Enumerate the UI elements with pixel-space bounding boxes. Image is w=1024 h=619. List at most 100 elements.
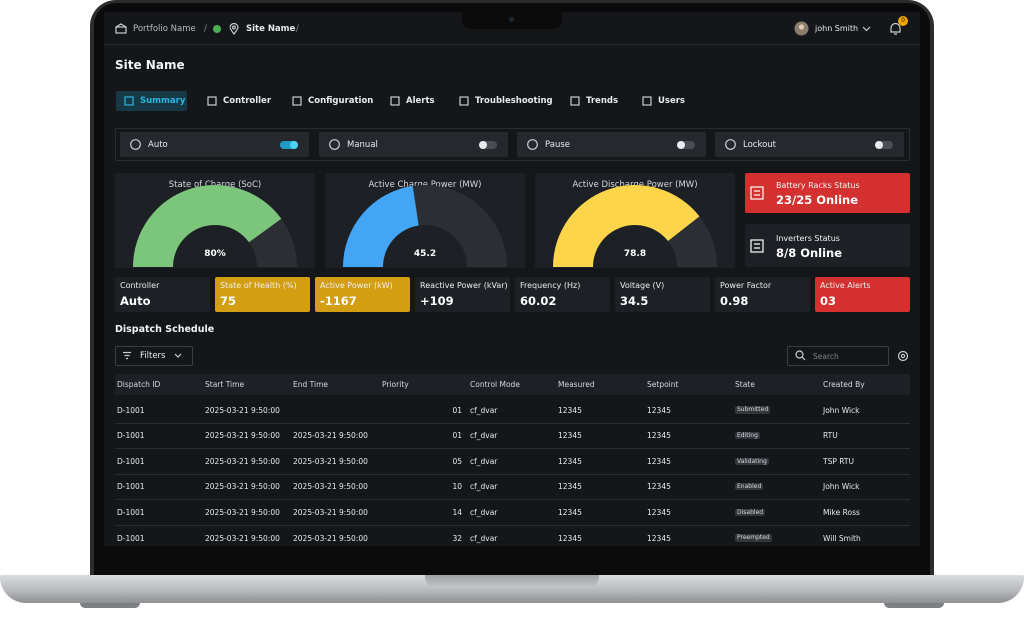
- tab[interactable]: Configuration: [308, 95, 374, 106]
- gauge-title: Active Discharge Power (MW): [572, 179, 698, 190]
- table-cell: 2025-03-21 9:50:00: [205, 533, 280, 543]
- tab-icon-part: [459, 96, 469, 106]
- row-divider: [115, 524, 910, 526]
- tab[interactable]: Trends: [586, 95, 619, 106]
- toggle-knob: [875, 141, 883, 149]
- table-cell: 12345: [647, 456, 671, 466]
- tab-icon-part: [124, 96, 134, 106]
- column-header: State: [735, 379, 755, 389]
- table-cell: 01: [452, 431, 462, 441]
- gauge-value-arc: [133, 184, 282, 267]
- tab-icon-part: [292, 96, 302, 106]
- kpi-label: Active Power (kW): [320, 281, 393, 291]
- gauge: [133, 184, 297, 267]
- status-card: [745, 224, 910, 267]
- mode-cell: [715, 132, 904, 157]
- row-divider: [115, 473, 910, 475]
- status-icon-part: [750, 186, 764, 200]
- table-cell: 2025-03-21 9:50:00: [293, 482, 368, 492]
- filter-icon: [123, 351, 131, 360]
- table-cell: 10: [452, 482, 462, 492]
- chevron-icon: [862, 26, 871, 32]
- kpi-label: Power Factor: [720, 281, 772, 291]
- column-header: Dispatch ID: [117, 379, 161, 389]
- tab-icon: [642, 96, 652, 106]
- tab[interactable]: Controller: [223, 95, 272, 106]
- base-foot-left: [80, 603, 140, 608]
- search-icon-part: [801, 356, 806, 361]
- table-cell: 12345: [558, 482, 582, 492]
- status-icon: [750, 186, 764, 200]
- table-cell: 2025-03-21 9:50:00: [293, 431, 368, 441]
- breadcrumb-site[interactable]: Site Name: [246, 23, 296, 34]
- table-cell: cf_dvar: [470, 456, 498, 466]
- kpi-value: -1167: [320, 294, 357, 309]
- table-cell: TSP RTU: [823, 456, 854, 466]
- mode-toggle[interactable]: [479, 141, 497, 149]
- tab-icon: [459, 96, 469, 106]
- kpi-label: Voltage (V): [620, 281, 665, 291]
- table-cell: 2025-03-21 9:50:00: [293, 456, 368, 466]
- avatar: [794, 21, 809, 36]
- column-header: Setpoint: [647, 379, 679, 389]
- table-cell: 2025-03-21 9:50:00: [205, 405, 280, 415]
- column-header: Control Mode: [470, 379, 520, 389]
- table-cell: Mike Ross: [823, 507, 860, 517]
- search-box[interactable]: [787, 346, 889, 366]
- status-icon: [750, 238, 764, 253]
- mode-cell: [319, 132, 508, 157]
- mode-toggle[interactable]: [677, 141, 695, 149]
- tab[interactable]: Alerts: [406, 95, 435, 106]
- kpi-label: State of Health (%): [220, 281, 297, 291]
- settings-icon[interactable]: [897, 350, 909, 362]
- table-cell: 2025-03-21 9:50:00: [205, 456, 280, 466]
- state-chip: Editing: [735, 432, 760, 440]
- row-divider: [115, 499, 910, 501]
- home-icon: [115, 23, 127, 34]
- kpi-label: Reactive Power (kVar): [420, 281, 508, 291]
- notification-badge: 0: [898, 16, 908, 26]
- search-icon: [795, 350, 806, 361]
- state-chip: Preempted: [735, 534, 772, 542]
- breadcrumb-portfolio[interactable]: Portfolio Name: [133, 23, 196, 34]
- table-cell: cf_dvar: [470, 431, 498, 441]
- mode-toggle[interactable]: [875, 141, 893, 149]
- table-cell: 12345: [558, 507, 582, 517]
- kpi-label: Frequency (Hz): [520, 281, 581, 291]
- mode-cell: [120, 132, 309, 157]
- kpi-value: Auto: [120, 294, 151, 309]
- base-foot-right: [884, 603, 944, 608]
- table-cell: 2025-03-21 9:50:00: [205, 482, 280, 492]
- table-cell: 12345: [647, 533, 671, 543]
- mode-toggle[interactable]: [280, 141, 298, 149]
- bell-icon[interactable]: [889, 22, 902, 36]
- status-value: 8/8 Online: [776, 245, 843, 260]
- filter-icon-part: [123, 351, 131, 360]
- kpi-tile: [115, 277, 210, 312]
- active-tab-bg: [116, 91, 187, 111]
- mode-icon-part: [329, 139, 340, 150]
- table-cell: John Wick: [823, 482, 860, 492]
- user-name[interactable]: john Smith: [815, 24, 859, 34]
- table-cell: 12345: [558, 533, 582, 543]
- tab-icon: [390, 96, 400, 106]
- status-icon-part: [754, 190, 760, 196]
- tab-icon: [124, 96, 134, 106]
- table-cell: D-1001: [117, 533, 145, 543]
- mode-icon: [527, 139, 538, 150]
- tab-icon: [292, 96, 302, 106]
- filters-button[interactable]: [115, 346, 193, 366]
- kpi-label: Active Alerts: [820, 281, 871, 291]
- home-icon-part: [115, 23, 127, 28]
- table-cell: D-1001: [117, 482, 145, 492]
- home-icon-part: [115, 26, 127, 34]
- table-header-bg: [115, 374, 910, 395]
- tab[interactable]: Users: [658, 95, 685, 106]
- state-chip: Disabled: [735, 508, 766, 516]
- tab[interactable]: Summary: [140, 95, 186, 106]
- state-chip: Submitted: [735, 406, 771, 414]
- tab[interactable]: Troubleshooting: [475, 95, 553, 106]
- filters-label[interactable]: Filters: [140, 350, 166, 361]
- kpi-value: 34.5: [620, 294, 649, 309]
- row-divider: [115, 448, 910, 450]
